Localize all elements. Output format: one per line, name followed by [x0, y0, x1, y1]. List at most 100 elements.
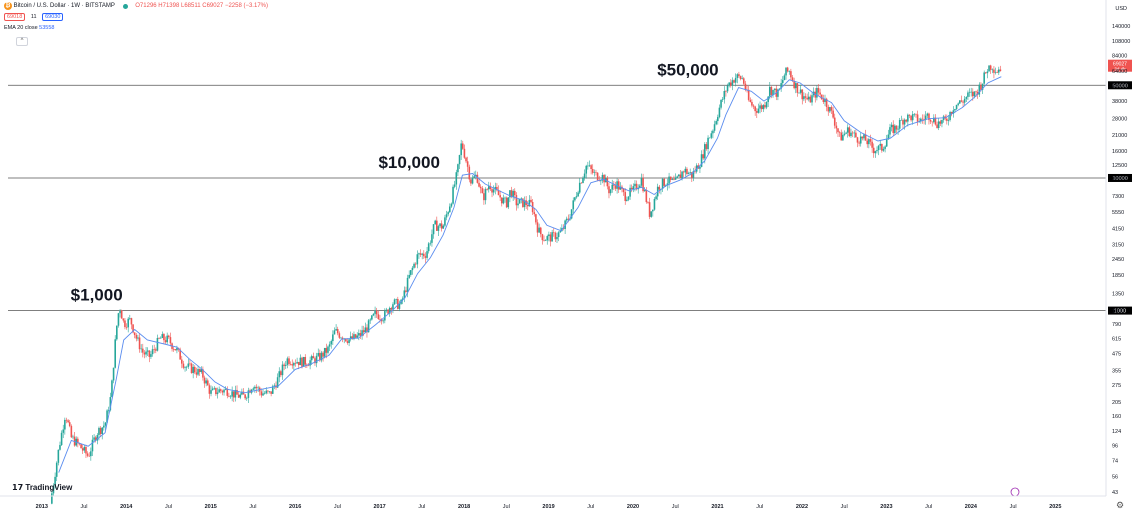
candle-body [630, 187, 633, 190]
candle-body [65, 419, 68, 421]
candle-body [280, 371, 282, 376]
candle-body [983, 72, 985, 84]
candle-body [375, 310, 378, 315]
y-tick-label: 96 [1112, 444, 1118, 450]
candle-body [655, 196, 657, 199]
candle-body [518, 199, 521, 204]
candle-body [549, 234, 552, 242]
currency-label[interactable]: USD [1115, 6, 1127, 12]
x-tick-label: Jul [249, 504, 256, 510]
candle-body [322, 352, 324, 357]
candle-body [367, 320, 370, 333]
candle-body [726, 85, 729, 92]
candle-body [725, 91, 727, 92]
candle-body [372, 313, 375, 316]
symbol-title[interactable]: Bitcoin / U.S. Dollar · 1W · BITSTAMP [13, 3, 115, 9]
candle-body [159, 337, 162, 339]
candle-body [642, 178, 644, 192]
candle-body [780, 83, 782, 89]
candle-body [505, 197, 508, 208]
candle-body [88, 455, 91, 457]
candle-body [406, 277, 409, 292]
candle-body [608, 186, 610, 194]
y-tick-label: 16000 [1112, 149, 1127, 155]
candle-body [791, 77, 794, 81]
candle-body [202, 369, 204, 378]
candle-body [197, 369, 199, 375]
candle-body [215, 387, 217, 395]
candle-body [52, 485, 55, 494]
candle-body [713, 124, 716, 131]
candle-body [859, 136, 862, 144]
candle-body [453, 184, 456, 187]
candle-body [263, 393, 266, 394]
candle-body [150, 354, 152, 357]
settings-gear-icon[interactable]: ⚙ [1116, 500, 1125, 510]
candle-body [106, 410, 108, 423]
candle-body [832, 110, 834, 118]
candle-body [523, 200, 526, 208]
x-tick-label: 2017 [374, 504, 386, 510]
candle-body [739, 76, 742, 79]
event-marker-icon [1010, 487, 1020, 497]
candle-body [492, 189, 495, 193]
candle-body [572, 200, 575, 210]
candle-body [777, 89, 779, 97]
candle-body [538, 227, 540, 233]
candle-body [345, 338, 347, 342]
candle-body [872, 147, 875, 154]
candle-body [476, 174, 479, 183]
candle-body [166, 335, 168, 343]
candle-body [868, 139, 870, 145]
candle-body [325, 347, 328, 353]
candle-body [309, 360, 311, 366]
candle-body [910, 115, 912, 121]
candle-body [111, 380, 113, 398]
sell-price-box[interactable]: 69018 [4, 13, 26, 21]
candle-body [62, 429, 65, 433]
candle-body [684, 168, 687, 173]
candle-body [871, 141, 873, 148]
candle-body [138, 337, 141, 350]
candle-body [539, 227, 542, 235]
ema-legend[interactable]: EMA 20 close 53558 [4, 25, 54, 31]
candle-body [382, 320, 385, 322]
candle-body [658, 186, 661, 190]
x-tick-label: 2024 [965, 504, 978, 510]
y-tick-label: 108000 [1112, 39, 1130, 45]
candle-body [155, 349, 157, 351]
candle-body [960, 100, 963, 102]
candle-body [609, 189, 612, 194]
candle-body [460, 143, 462, 156]
candle-body [411, 267, 414, 271]
candle-body [554, 232, 557, 240]
candle-body [483, 193, 485, 201]
candle-body [236, 389, 238, 395]
candle-body [543, 240, 545, 241]
candle-body [848, 127, 851, 137]
collapse-legend-button[interactable]: ^ [16, 37, 28, 46]
candle-body [902, 119, 904, 125]
candle-body [972, 91, 974, 97]
candle-body [458, 155, 461, 165]
candle-body [119, 310, 121, 314]
candle-body [754, 106, 756, 112]
candle-body [663, 178, 666, 186]
candle-body [496, 186, 498, 191]
buy-price-box[interactable]: 69030 [42, 13, 64, 21]
candle-body [980, 84, 982, 90]
candle-body [176, 348, 178, 351]
candle-body [320, 352, 323, 361]
candle-body [819, 92, 821, 95]
current-price-tag [1108, 59, 1132, 72]
candle-body [833, 117, 836, 126]
candle-body [293, 363, 295, 366]
candle-body [397, 299, 399, 309]
candle-body [254, 386, 256, 389]
candle-body [358, 333, 360, 336]
candle-body [332, 334, 334, 342]
y-tick-label: 790 [1112, 322, 1121, 328]
candle-body [434, 220, 436, 225]
candle-body [228, 395, 230, 397]
